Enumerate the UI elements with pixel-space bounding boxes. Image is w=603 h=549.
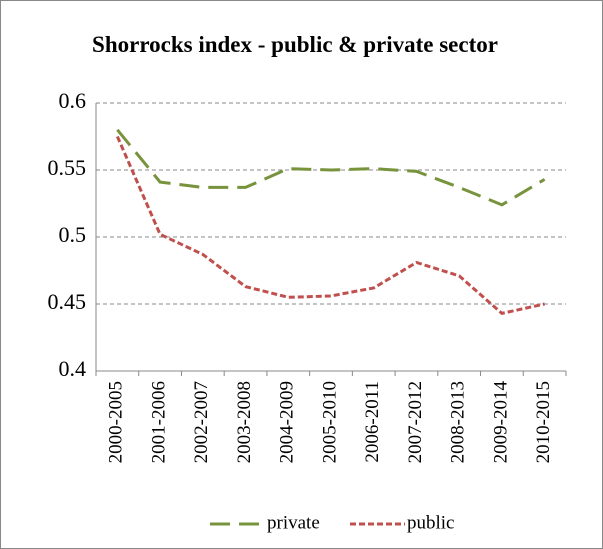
- series-line: [115, 135, 545, 316]
- y-tick-label: 0.5: [59, 222, 87, 247]
- x-tick-label: 2001-2006: [148, 381, 169, 463]
- x-tick-label: 2006-2011: [362, 381, 383, 463]
- x-tick-label: 2005-2010: [319, 381, 340, 463]
- y-tick-label: 0.6: [59, 88, 87, 113]
- x-tick-label: 2000-2005: [106, 381, 127, 463]
- legend-label: private: [267, 512, 320, 533]
- series-line: [116, 128, 546, 207]
- x-tick-label: 2010-2015: [533, 381, 554, 463]
- chart-title: Shorrocks index - public & private secto…: [92, 32, 498, 57]
- y-tick-label: 0.45: [48, 289, 87, 314]
- x-tick-label: 2002-2007: [191, 381, 212, 463]
- x-tick-label: 2003-2008: [234, 381, 255, 463]
- legend-label: public: [407, 512, 455, 533]
- y-tick-label: 0.55: [48, 155, 87, 180]
- y-tick-label: 0.4: [59, 356, 87, 381]
- x-tick-label: 2004-2009: [277, 381, 298, 463]
- x-tick-label: 2009-2014: [490, 381, 511, 464]
- x-tick-label: 2008-2013: [448, 381, 469, 463]
- x-tick-label: 2007-2012: [405, 381, 426, 463]
